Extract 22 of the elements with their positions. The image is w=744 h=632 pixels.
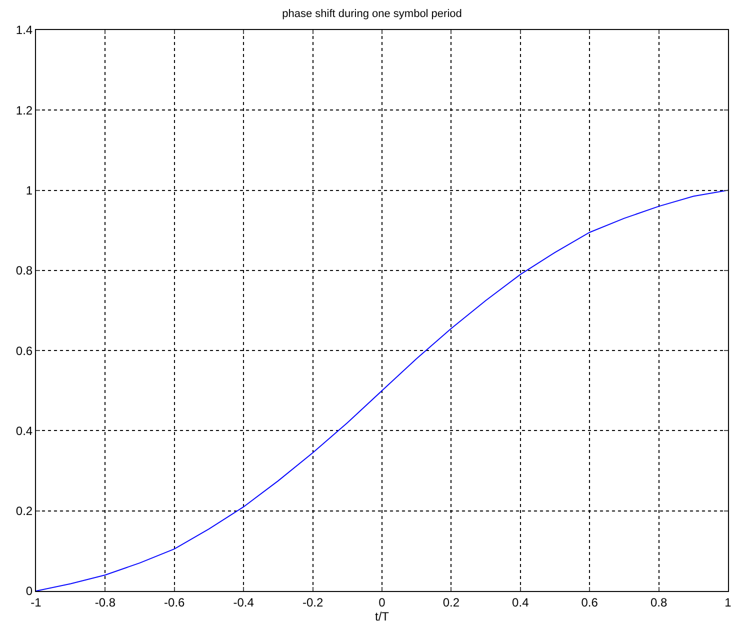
x-tick-label: -0.8: [94, 595, 116, 610]
x-tick-label: -0.2: [302, 595, 324, 610]
y-tick-label: 1.2: [16, 103, 33, 118]
x-tick-label: 0: [378, 595, 386, 610]
x-tick-label: 1: [724, 595, 732, 610]
x-tick-label: -1: [30, 595, 42, 610]
chart-title: phase shift during one symbol period: [282, 8, 462, 20]
x-tick-label: 0.8: [650, 595, 668, 610]
y-tick-label: 0.2: [16, 504, 33, 518]
line-series: [36, 190, 728, 591]
x-tick-label: -0.6: [164, 595, 186, 610]
x-axis-title: t/T: [375, 609, 390, 624]
y-tick-label: 0.8: [16, 264, 33, 278]
x-tick-label: 0.4: [512, 595, 530, 610]
y-tick-label: 1.4: [16, 23, 33, 38]
y-tick-label: 1: [26, 183, 33, 198]
y-tick-label: 0.4: [16, 424, 33, 438]
x-tick-label: 0.2: [442, 595, 460, 610]
y-tick-label: 0.6: [16, 344, 33, 358]
y-tick-label: 0: [26, 584, 33, 598]
x-tick-label: -0.4: [233, 595, 254, 610]
x-tick-label: 0.6: [581, 595, 598, 610]
